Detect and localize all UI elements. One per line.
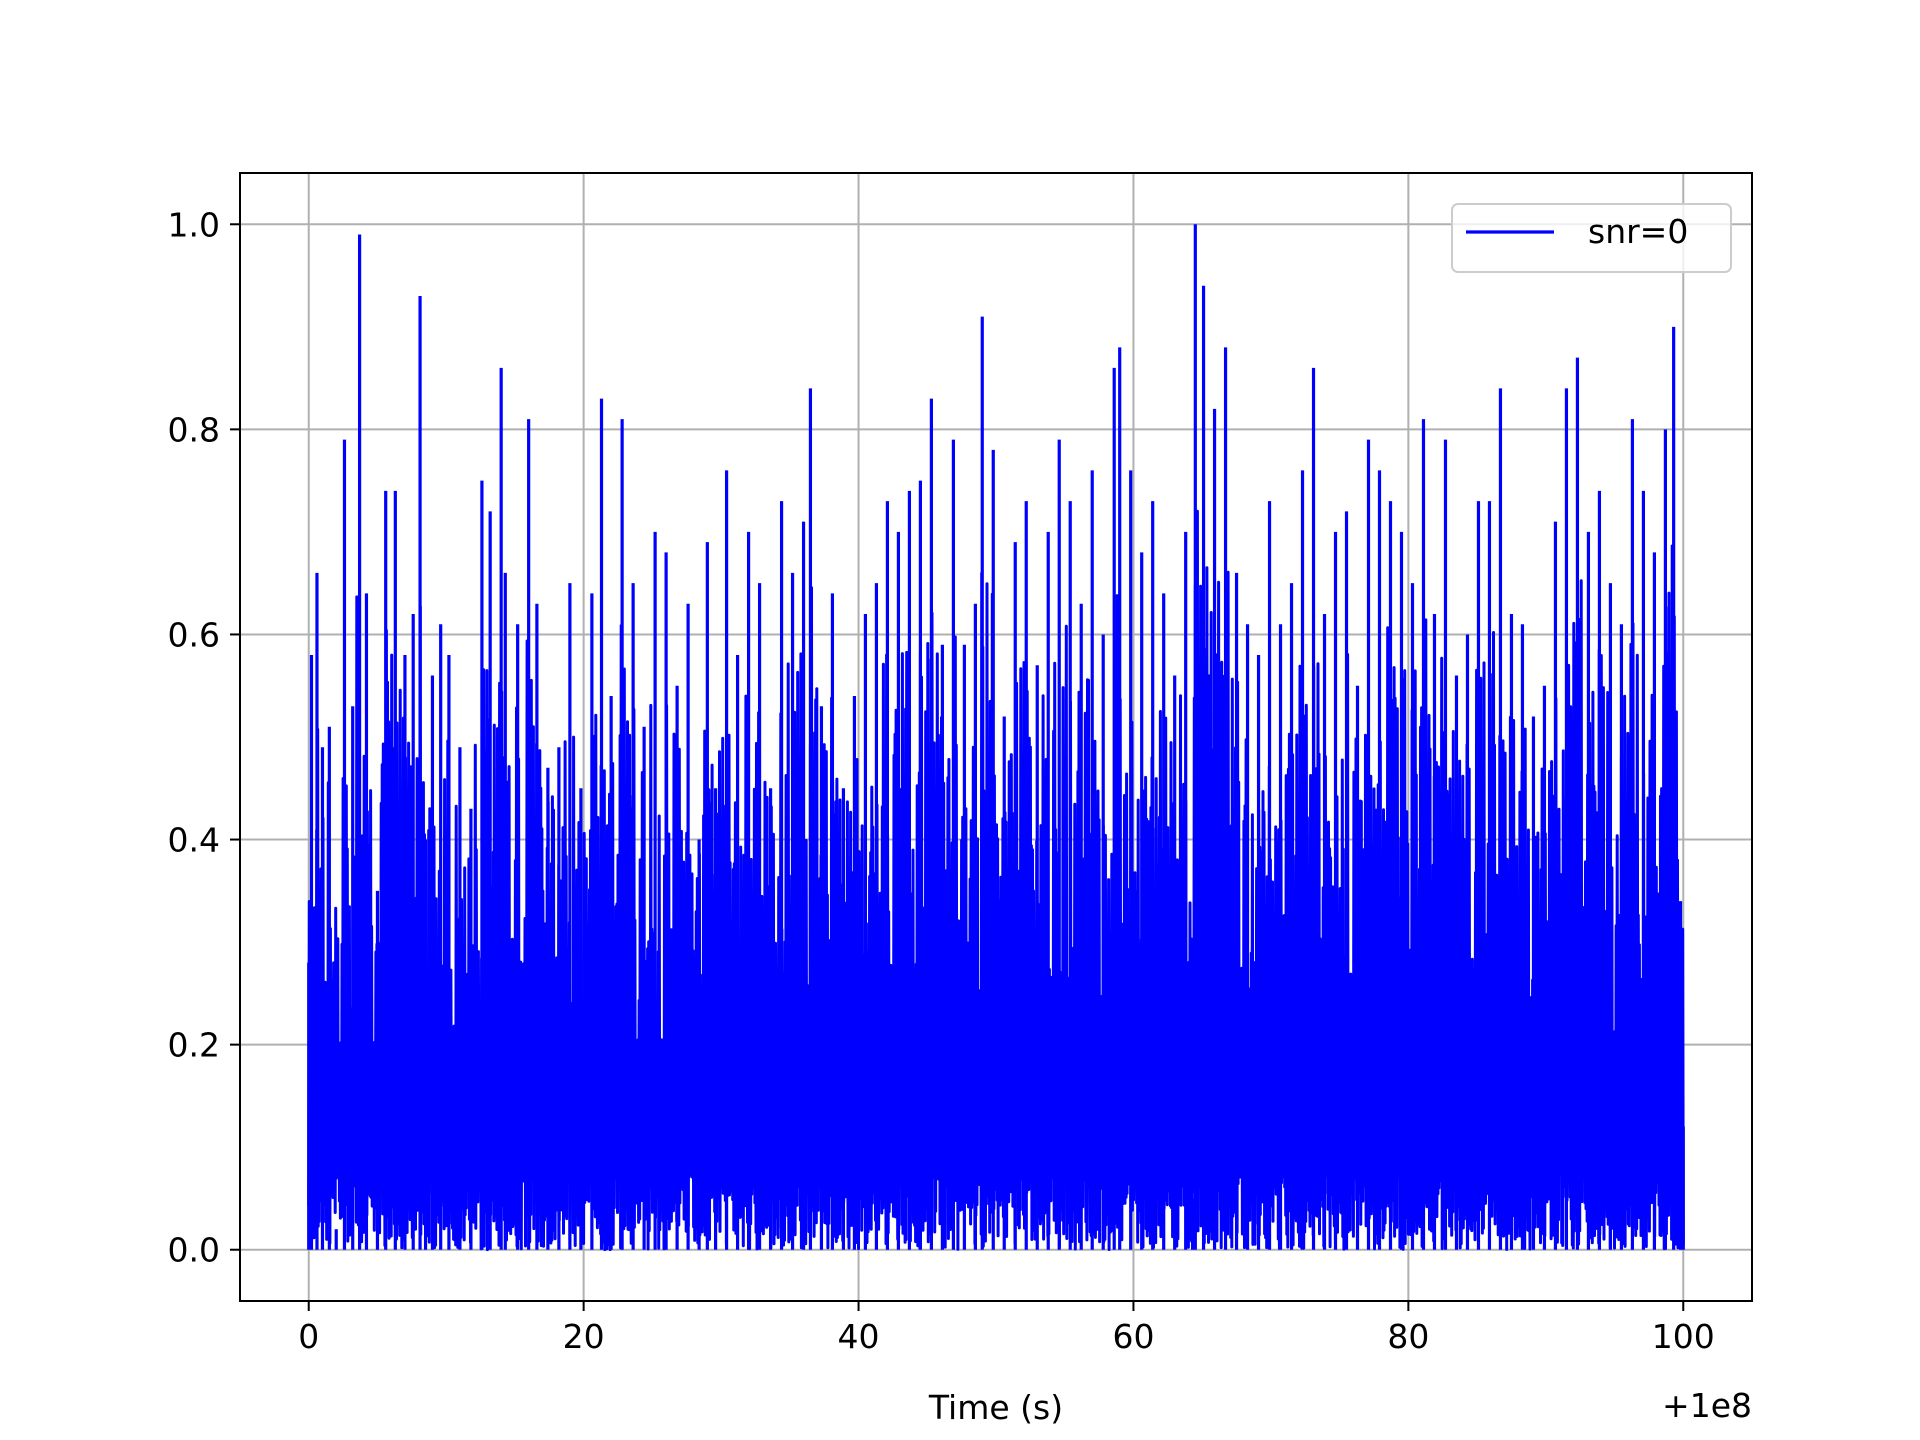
y-tick-label: 1.0	[168, 205, 220, 244]
x-tick-label: 80	[1387, 1317, 1429, 1356]
y-tick-label: 0.4	[168, 821, 220, 860]
x-axis: 0 20 40 60 80 100	[298, 1301, 1715, 1356]
y-tick-label: 0.6	[168, 615, 220, 654]
y-tick-label: 0.0	[168, 1231, 220, 1270]
x-tick-label: 60	[1112, 1317, 1154, 1356]
y-axis: 0.0 0.2 0.4 0.6 0.8 1.0	[168, 205, 240, 1270]
y-tick-label: 0.2	[168, 1026, 220, 1065]
y-tick-label: 0.8	[168, 410, 220, 449]
x-axis-offset-label: +1e8	[1662, 1386, 1752, 1425]
x-axis-label: Time (s)	[928, 1388, 1063, 1427]
series-layer	[307, 224, 1685, 1252]
plot-frame	[239, 172, 1753, 1302]
legend-box	[1451, 203, 1732, 273]
x-tick-label: 20	[563, 1317, 605, 1356]
legend-entry-label: snr=0	[1588, 212, 1688, 251]
x-tick-label: 100	[1652, 1317, 1715, 1356]
x-tick-label: 40	[838, 1317, 880, 1356]
legend: snr=0	[1451, 203, 1732, 273]
x-tick-label: 0	[298, 1317, 319, 1356]
